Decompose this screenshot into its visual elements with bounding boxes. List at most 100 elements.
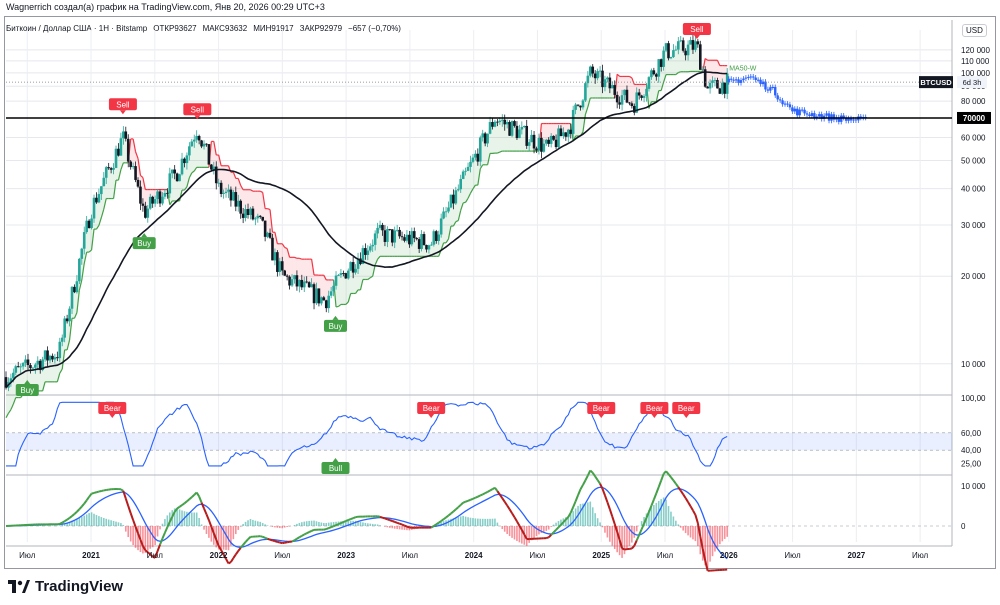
candle-body — [210, 164, 213, 170]
stop-line-segment — [7, 409, 12, 414]
candle-body — [183, 158, 186, 164]
macd-histogram-bar — [298, 522, 301, 526]
candle-body — [584, 83, 587, 101]
stop-fill — [123, 131, 126, 163]
macd-histogram-bar — [533, 526, 535, 538]
stop-fill — [546, 123, 549, 144]
candle-body — [486, 133, 489, 144]
grid-lines — [6, 30, 952, 542]
macd-line-segment — [203, 508, 208, 515]
macd-line-segment — [120, 488, 124, 492]
candle-body — [254, 218, 257, 220]
macd-histogram-bar — [477, 518, 479, 526]
stop-line-segment — [137, 158, 142, 176]
time-axis-label: 2022 — [210, 551, 228, 560]
candle-body — [302, 281, 306, 288]
macd-line-segment — [352, 516, 356, 520]
stop-fill — [245, 189, 249, 215]
rsi-tick-label: 25,00 — [961, 459, 982, 468]
candle-body — [694, 41, 697, 50]
candle-body — [332, 285, 335, 292]
candle-body — [14, 366, 18, 373]
macd-histogram-bar — [411, 526, 413, 530]
candle-body — [672, 50, 675, 58]
candle-body — [63, 318, 66, 338]
stop-fill — [50, 355, 53, 382]
macd-histogram-bar — [364, 522, 367, 526]
buy-signal-bg — [324, 319, 348, 332]
stop-fill — [377, 224, 381, 260]
macd-histogram-bar — [486, 518, 489, 526]
candle-body — [368, 246, 372, 251]
macd-line-segment — [457, 504, 462, 508]
projection-body — [774, 87, 777, 96]
macd-histogram-bar — [694, 526, 697, 542]
macd-line-segment — [618, 539, 624, 549]
candle-body — [70, 286, 74, 309]
macd-histogram-bar — [716, 526, 719, 548]
macd-line-segment — [652, 493, 658, 501]
stop-line-segment — [169, 200, 173, 206]
candle-body — [532, 134, 536, 149]
macd-histogram-bar — [325, 523, 328, 526]
macd-line-segment — [577, 488, 582, 496]
candle-body — [100, 186, 103, 195]
stop-line-segment — [188, 172, 193, 178]
macd-histogram-bar — [110, 520, 112, 526]
candle-body — [388, 229, 392, 230]
macd-line-segment — [513, 516, 518, 522]
candle-body — [222, 193, 225, 194]
candle-body — [574, 104, 577, 110]
stop-line-segment — [269, 209, 274, 233]
macd-line-segment — [672, 479, 677, 485]
buy-signal-pointer — [141, 233, 148, 238]
macd-line-segment — [154, 550, 159, 559]
candle-body — [320, 297, 323, 304]
macd-histogram-bar — [464, 516, 467, 526]
macd-histogram-bar — [379, 525, 381, 526]
candle-body — [696, 41, 700, 45]
macd-line-segment — [511, 512, 516, 518]
macd-histogram-bar — [71, 520, 73, 526]
stop-fill — [353, 268, 356, 294]
symbol-name[interactable]: Биткоин / Доллар США · 1Н · Bitstamp — [6, 24, 148, 33]
currency-button[interactable]: USD — [962, 24, 987, 37]
macd-line-segment — [601, 488, 606, 496]
macd-histogram-bar — [244, 521, 247, 526]
candle-body — [46, 350, 49, 361]
macd-line-segment — [467, 498, 471, 502]
macd-line-segment — [384, 517, 388, 521]
stop-fill — [504, 122, 508, 152]
stop-line-segment — [616, 73, 621, 77]
stop-fill — [223, 165, 227, 194]
macd-histogram-bar — [107, 519, 110, 526]
candle-body — [366, 250, 370, 255]
macd-histogram-bar — [76, 518, 78, 526]
macd-line-segment — [242, 541, 247, 546]
projection-body — [800, 109, 804, 111]
macd-line-segment — [217, 545, 222, 551]
candle-body — [586, 75, 590, 84]
candle-body — [628, 102, 631, 104]
brand[interactable]: TradingView — [8, 578, 123, 595]
macd-histogram-bar — [662, 497, 665, 526]
candle-body — [566, 129, 570, 137]
macd-histogram-bar — [545, 526, 548, 531]
macd-histogram-bar — [164, 519, 166, 526]
candle-body — [119, 138, 123, 156]
macd-histogram-bar — [606, 526, 609, 538]
stop-line-segment — [10, 403, 14, 410]
macd-histogram-bar — [506, 526, 508, 535]
macd-histogram-bar — [393, 526, 396, 529]
stop-line-segment — [487, 153, 491, 165]
candle-body — [19, 366, 22, 368]
stop-fill — [199, 140, 202, 168]
stop-line-segment — [59, 368, 63, 374]
candle-body — [295, 275, 299, 287]
candle-body — [654, 74, 658, 77]
stop-line-segment — [166, 189, 171, 205]
projection-body — [827, 113, 831, 121]
candle-body — [718, 88, 722, 94]
macd-histogram-bar — [98, 516, 100, 526]
